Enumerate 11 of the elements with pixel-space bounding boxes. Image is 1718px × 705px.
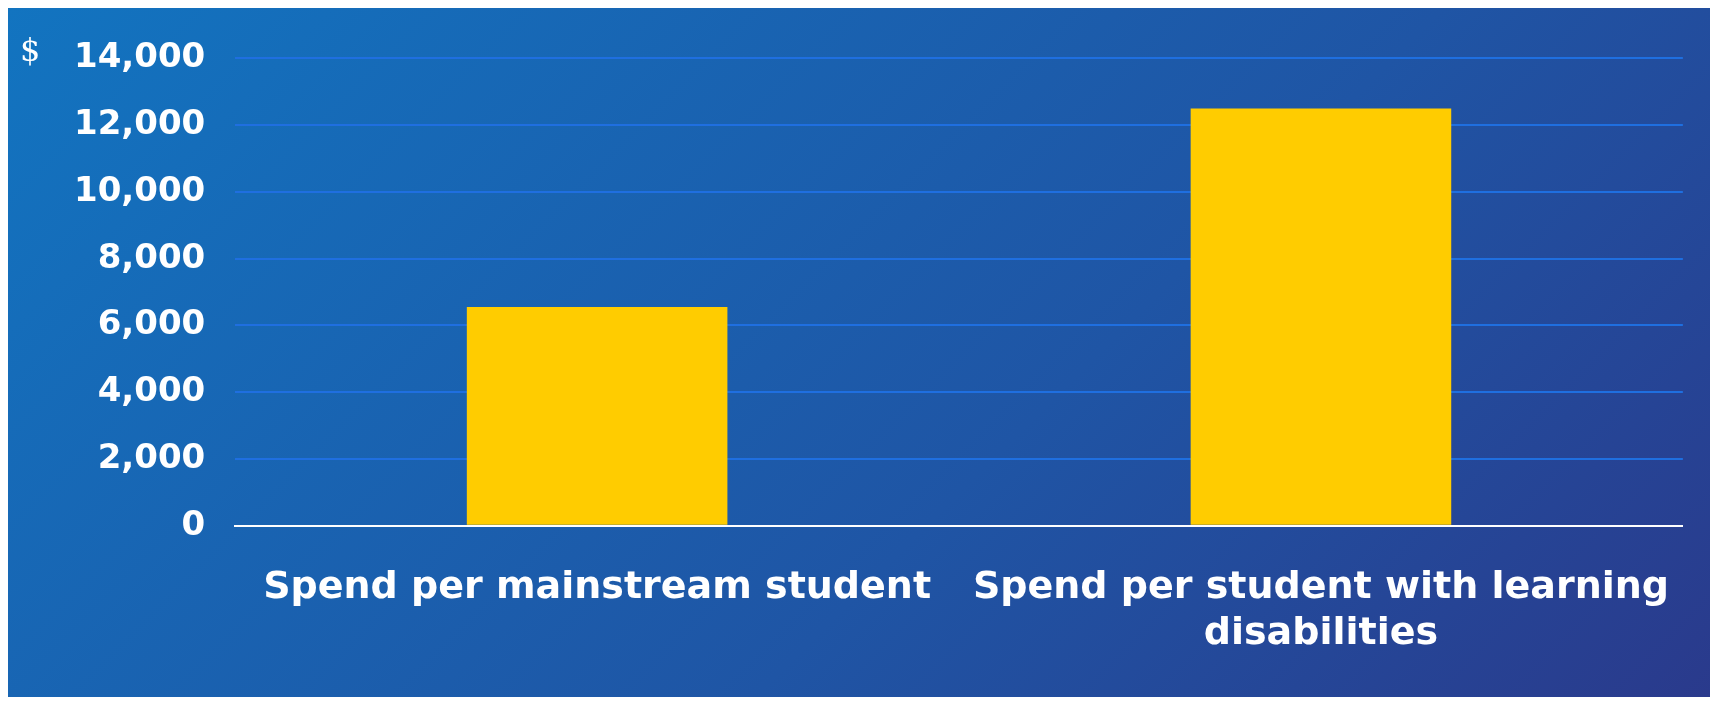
y-axis-title: $ (20, 30, 41, 69)
y-tick-label: 14,000 (74, 35, 206, 76)
y-tick-label: 10,000 (74, 168, 206, 209)
y-tick-label: 4,000 (97, 369, 206, 410)
y-tick-label: 12,000 (74, 102, 206, 142)
y-tick-label: 6,000 (97, 302, 206, 343)
y-tick-label: 2,000 (97, 435, 206, 476)
x-tick-label: Spend per student with learning disabilities (972, 563, 1669, 654)
x-tick-label: Spend per mainstream student (263, 563, 932, 608)
y-tick-label: 0 (181, 502, 206, 543)
y-tick-label: 8,000 (97, 235, 206, 276)
